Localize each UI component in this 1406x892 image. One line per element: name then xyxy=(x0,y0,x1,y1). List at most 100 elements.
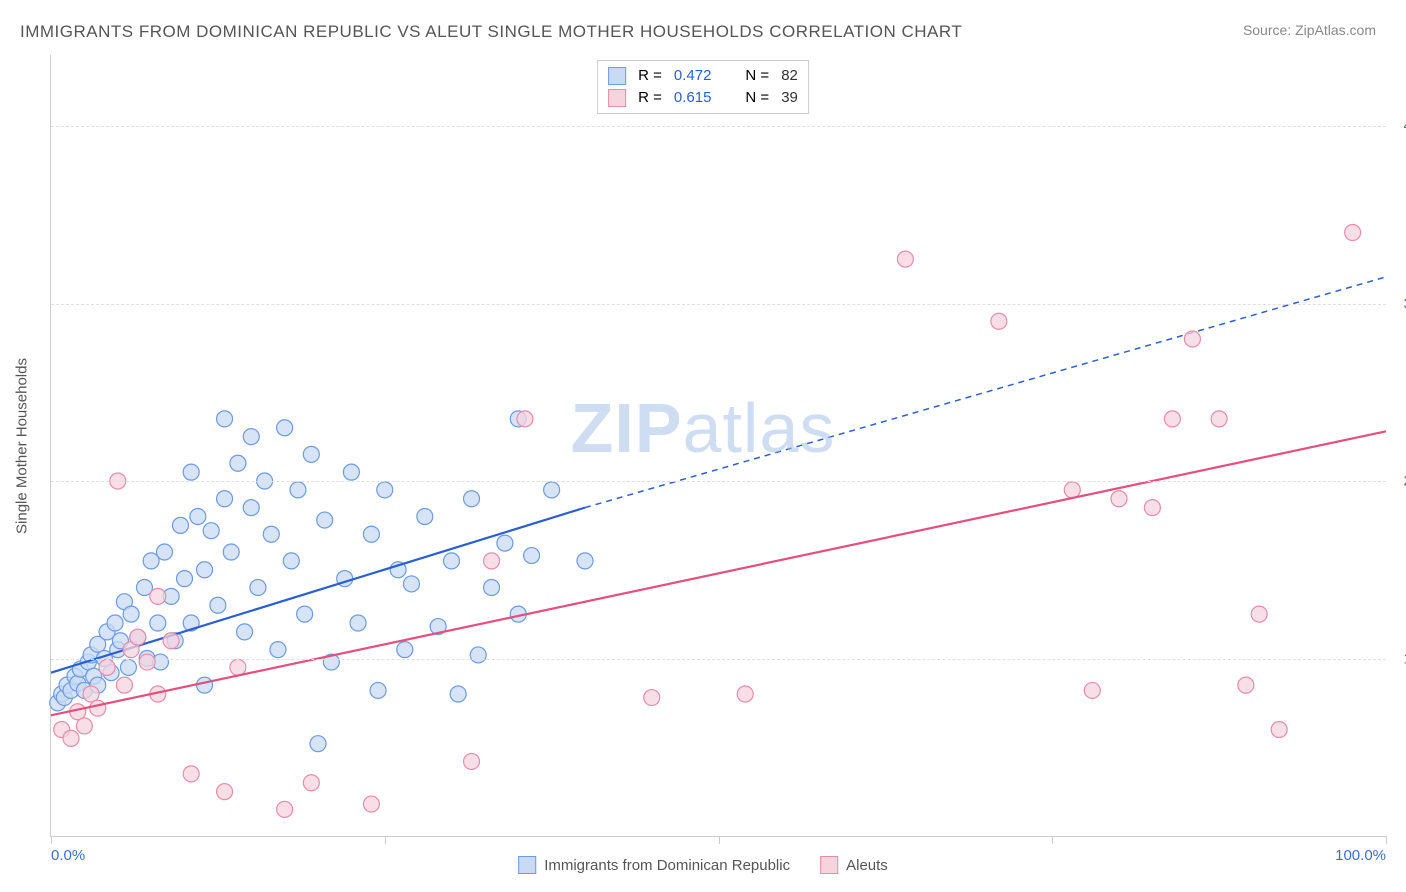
source-label: Source: xyxy=(1243,22,1291,38)
plot-svg xyxy=(51,55,1386,836)
scatter-point xyxy=(190,509,206,525)
legend-series-label: Aleuts xyxy=(846,857,888,874)
scatter-point xyxy=(297,606,313,622)
scatter-point xyxy=(172,517,188,533)
scatter-point xyxy=(203,523,219,539)
scatter-point xyxy=(250,580,266,596)
scatter-point xyxy=(237,624,253,640)
n-value: 39 xyxy=(781,87,798,109)
scatter-point xyxy=(223,544,239,560)
x-tick-label: 100.0% xyxy=(1335,847,1386,864)
x-tick-label: 0.0% xyxy=(51,847,85,864)
scatter-point xyxy=(283,553,299,569)
scatter-point xyxy=(464,491,480,507)
scatter-point xyxy=(1238,677,1254,693)
scatter-point xyxy=(1345,225,1361,241)
gridline xyxy=(51,481,1386,482)
scatter-point xyxy=(107,615,123,631)
legend-swatch xyxy=(518,856,536,874)
scatter-point xyxy=(317,512,333,528)
scatter-point xyxy=(303,775,319,791)
scatter-point xyxy=(177,571,193,587)
x-tick xyxy=(1052,836,1053,844)
scatter-point xyxy=(90,700,106,716)
legend-series: Immigrants from Dominican Republic Aleuts xyxy=(518,856,888,874)
scatter-point xyxy=(83,686,99,702)
legend-correlation-row: R = 0.472 N = 82 xyxy=(608,65,798,87)
scatter-point xyxy=(1164,411,1180,427)
scatter-point xyxy=(270,642,286,658)
scatter-point xyxy=(737,686,753,702)
scatter-point xyxy=(1271,722,1287,738)
x-tick xyxy=(1386,836,1387,844)
x-tick xyxy=(51,836,52,844)
trend-line xyxy=(51,431,1386,715)
scatter-plot-area: 10.0%20.0%30.0%40.0%0.0%100.0% xyxy=(50,55,1386,837)
scatter-point xyxy=(484,580,500,596)
scatter-point xyxy=(210,597,226,613)
scatter-point xyxy=(310,736,326,752)
source-link[interactable]: ZipAtlas.com xyxy=(1295,22,1376,38)
scatter-point xyxy=(163,633,179,649)
r-value: 0.472 xyxy=(674,65,712,87)
scatter-point xyxy=(417,509,433,525)
scatter-point xyxy=(524,548,540,564)
scatter-point xyxy=(1144,500,1160,516)
scatter-point xyxy=(183,464,199,480)
scatter-point xyxy=(644,690,660,706)
scatter-point xyxy=(217,411,233,427)
scatter-point xyxy=(150,615,166,631)
scatter-point xyxy=(403,576,419,592)
scatter-point xyxy=(1184,331,1200,347)
r-label: R = xyxy=(638,65,662,87)
scatter-point xyxy=(377,482,393,498)
scatter-point xyxy=(290,482,306,498)
y-axis-title: Single Mother Households xyxy=(14,358,31,534)
scatter-point xyxy=(183,766,199,782)
scatter-point xyxy=(263,526,279,542)
legend-series-item: Immigrants from Dominican Republic xyxy=(518,856,790,874)
legend-series-label: Immigrants from Dominican Republic xyxy=(544,857,790,874)
legend-correlation-row: R =0.615N =39 xyxy=(608,87,798,109)
scatter-point xyxy=(370,682,386,698)
scatter-point xyxy=(450,686,466,702)
legend-series-item: Aleuts xyxy=(820,856,888,874)
chart-title: IMMIGRANTS FROM DOMINICAN REPUBLIC VS AL… xyxy=(20,22,962,42)
legend-swatch xyxy=(608,67,626,85)
scatter-point xyxy=(230,455,246,471)
scatter-point xyxy=(120,659,136,675)
gridline xyxy=(51,126,1386,127)
scatter-point xyxy=(230,659,246,675)
x-tick xyxy=(385,836,386,844)
legend-swatch xyxy=(608,89,626,107)
scatter-point xyxy=(123,606,139,622)
scatter-point xyxy=(1064,482,1080,498)
scatter-point xyxy=(197,677,213,693)
gridline xyxy=(51,304,1386,305)
scatter-point xyxy=(544,482,560,498)
x-tick xyxy=(719,836,720,844)
r-value: 0.615 xyxy=(674,87,712,109)
scatter-point xyxy=(363,526,379,542)
scatter-point xyxy=(243,500,259,516)
scatter-point xyxy=(497,535,513,551)
legend-swatch xyxy=(820,856,838,874)
scatter-point xyxy=(243,429,259,445)
n-label: N = xyxy=(745,65,769,87)
r-label: R = xyxy=(638,87,662,109)
gridline xyxy=(51,659,1386,660)
scatter-point xyxy=(397,642,413,658)
n-value: 82 xyxy=(781,65,798,87)
scatter-point xyxy=(1251,606,1267,622)
scatter-point xyxy=(470,647,486,663)
scatter-point xyxy=(484,553,500,569)
scatter-point xyxy=(343,464,359,480)
scatter-point xyxy=(991,313,1007,329)
scatter-point xyxy=(130,629,146,645)
scatter-point xyxy=(897,251,913,267)
scatter-point xyxy=(277,801,293,817)
trend-line-extrapolated xyxy=(585,277,1386,508)
scatter-point xyxy=(150,588,166,604)
scatter-point xyxy=(277,420,293,436)
scatter-point xyxy=(139,654,155,670)
